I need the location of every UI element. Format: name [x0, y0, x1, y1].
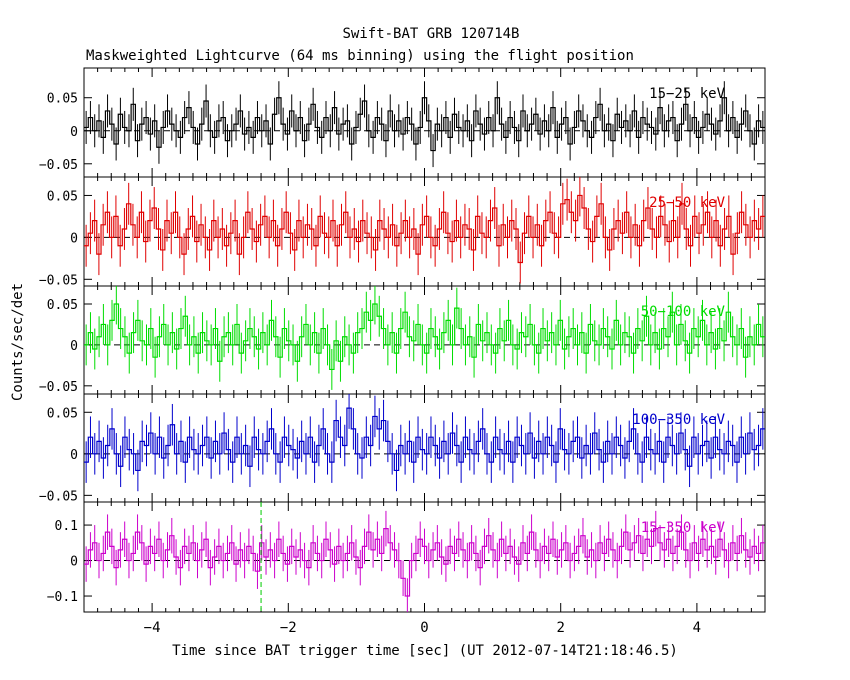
x-tick-label: 2: [556, 620, 564, 636]
chart-subtitle: Maskweighted Lightcurve (64 ms binning) …: [86, 48, 634, 64]
y-tick-label: 0: [70, 339, 78, 354]
panel-100-350-keV: 0.05 0 −0.05 100−350 keV: [39, 393, 766, 504]
band-label: 25−50 keV: [649, 195, 725, 211]
x-tick-label: −4: [144, 620, 161, 636]
series-step-line: [84, 194, 765, 264]
y-tick-label: −0.05: [39, 380, 78, 395]
band-label: 15−25 keV: [649, 86, 725, 102]
panel-frame: [83, 285, 766, 395]
chart-title: Swift-BAT GRB 120714B: [342, 26, 519, 42]
x-tick-label: 0: [420, 620, 428, 636]
series-step-line: [84, 528, 765, 597]
y-tick-label: −0.05: [39, 489, 78, 504]
y-tick-label: −0.1: [47, 590, 78, 605]
y-tick-label: 0: [70, 448, 78, 463]
x-tick-label: −2: [280, 620, 297, 636]
panel-15-350-keV: 0.1 0 −0.1 15−350 keV −4 −2 0 2 4: [47, 501, 766, 636]
y-tick-label: 0.05: [47, 406, 78, 421]
panel-50-100-keV: 0.05 0 −0.05 50−100 keV: [39, 285, 766, 395]
band-label: 100−350 keV: [632, 412, 725, 428]
band-label: 50−100 keV: [641, 304, 726, 320]
series-step-line: [84, 407, 765, 472]
y-tick-label: 0: [70, 231, 78, 246]
y-tick-label: 0.05: [47, 189, 78, 204]
panel-frame: [83, 393, 766, 503]
panel-25-50-keV: 0.05 0 −0.05 25−50 keV: [39, 176, 766, 288]
y-tick-label: −0.05: [39, 158, 78, 173]
band-label: 15−350 keV: [641, 520, 726, 536]
y-tick-label: 0: [70, 125, 78, 140]
y-tick-label: 0.05: [47, 92, 78, 107]
y-tick-label: 0.1: [55, 519, 78, 534]
series-step-line: [84, 97, 765, 152]
y-axis-label: Counts/sec/det: [10, 283, 26, 401]
x-axis-label: Time since BAT trigger time [sec] (UT 20…: [172, 643, 678, 659]
panel-15-25-keV: 0.05 0 −0.05 15−25 keV: [39, 67, 766, 178]
y-tick-label: −0.05: [39, 273, 78, 288]
y-tick-label: 0.05: [47, 298, 78, 313]
x-tick-label: 4: [693, 620, 701, 636]
series-step-line: [84, 303, 765, 371]
y-tick-label: 0: [70, 555, 78, 570]
